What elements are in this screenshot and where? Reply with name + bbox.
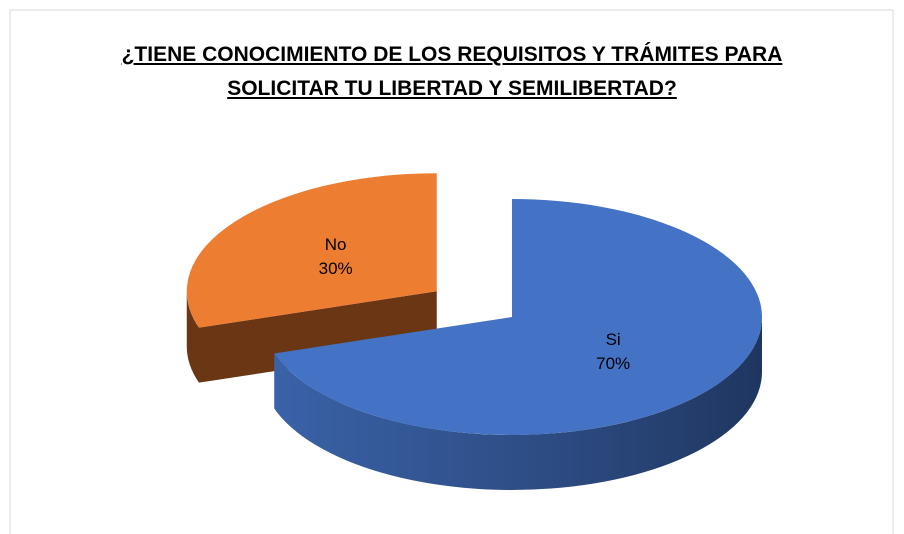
chart-frame — [9, 9, 894, 534]
slice — [186, 173, 437, 328]
slice-side — [274, 317, 762, 490]
value-label: 30% — [319, 259, 353, 278]
slice — [274, 199, 763, 435]
slice-label: No — [325, 235, 347, 254]
value-label: 70% — [596, 354, 630, 373]
chart-title: ¿TIENE CONOCIMIENTO DE LOS REQUISITOS Y … — [121, 43, 783, 100]
slice-label: Si — [606, 330, 621, 349]
slice-side — [199, 291, 437, 383]
slice-side — [186, 291, 199, 383]
